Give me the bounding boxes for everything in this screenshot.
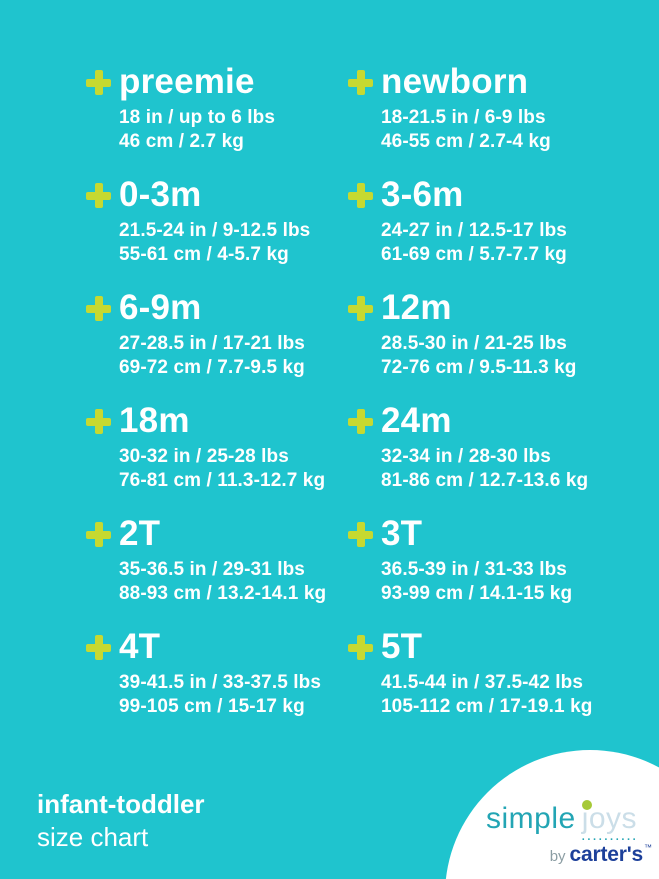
size-entry-5t: 5T 41.5-44 in / 37.5-42 lbs 105-112 cm /… xyxy=(348,629,610,717)
size-detail-imperial: 18-21.5 in / 6-9 lbs xyxy=(381,107,546,128)
size-entry-text: 3-6m 24-27 in / 12.5-17 lbs 61-69 cm / 5… xyxy=(381,177,567,266)
size-detail-imperial: 21.5-24 in / 9-12.5 lbs xyxy=(119,220,311,241)
plus-icon xyxy=(348,70,373,95)
logo-text-by: by xyxy=(549,848,566,865)
size-label: 3-6m xyxy=(381,175,464,214)
size-detail-imperial: 39-41.5 in / 33-37.5 lbs xyxy=(119,672,322,693)
size-entry-newborn: newborn 18-21.5 in / 6-9 lbs 46-55 cm / … xyxy=(348,64,610,152)
plus-icon xyxy=(86,635,111,660)
size-detail-metric: 88-93 cm / 13.2-14.1 kg xyxy=(119,582,327,604)
size-entry-3t: 3T 36.5-39 in / 31-33 lbs 93-99 cm / 14.… xyxy=(348,516,610,604)
logo-wordmark: simple joys ····· ····· xyxy=(486,800,654,846)
size-detail-imperial: 35-36.5 in / 29-31 lbs xyxy=(119,559,305,580)
dotted-underline-icon: ····· ····· xyxy=(582,835,637,846)
plus-icon xyxy=(348,409,373,434)
plus-icon xyxy=(86,409,111,434)
size-grid: preemie 18 in / up to 6 lbs 46 cm / 2.7 … xyxy=(86,64,626,717)
chart-footer: infant-toddler size chart xyxy=(37,790,205,851)
size-detail-imperial: 27-28.5 in / 17-21 lbs xyxy=(119,333,305,354)
plus-icon xyxy=(86,183,111,208)
size-detail-imperial: 32-34 in / 28-30 lbs xyxy=(381,446,551,467)
size-detail-imperial: 36.5-39 in / 31-33 lbs xyxy=(381,559,567,580)
size-entry-preemie: preemie 18 in / up to 6 lbs 46 cm / 2.7 … xyxy=(86,64,348,152)
plus-icon xyxy=(348,635,373,660)
size-entry-text: 18m 30-32 in / 25-28 lbs 76-81 cm / 11.3… xyxy=(119,403,325,492)
green-dot-icon xyxy=(581,800,592,810)
size-entry-24m: 24m 32-34 in / 28-30 lbs 81-86 cm / 12.7… xyxy=(348,403,610,491)
size-entry-text: 3T 36.5-39 in / 31-33 lbs 93-99 cm / 14.… xyxy=(381,516,572,605)
size-detail-metric: 72-76 cm / 9.5-11.3 kg xyxy=(381,356,577,378)
size-entry-text: 24m 32-34 in / 28-30 lbs 81-86 cm / 12.7… xyxy=(381,403,588,492)
dots-right: ····· xyxy=(610,834,639,846)
size-entry-0-3m: 0-3m 21.5-24 in / 9-12.5 lbs 55-61 cm / … xyxy=(86,177,348,265)
size-detail-metric: 55-61 cm / 4-5.7 kg xyxy=(119,243,289,265)
size-detail-metric: 76-81 cm / 11.3-12.7 kg xyxy=(119,469,326,491)
size-entry-text: 6-9m 27-28.5 in / 17-21 lbs 69-72 cm / 7… xyxy=(119,290,305,379)
size-label: 0-3m xyxy=(119,175,202,214)
brand-logo: simple joys ····· ····· by carter's ™ xyxy=(486,800,654,867)
size-entry-text: 12m 28.5-30 in / 21-25 lbs 72-76 cm / 9.… xyxy=(381,290,577,379)
dots-left: ····· xyxy=(581,834,611,846)
size-label: 24m xyxy=(381,401,452,440)
size-detail-metric: 105-112 cm / 17-19.1 kg xyxy=(381,695,593,717)
size-entry-2t: 2T 35-36.5 in / 29-31 lbs 88-93 cm / 13.… xyxy=(86,516,348,604)
plus-icon xyxy=(348,522,373,547)
size-detail-metric: 99-105 cm / 15-17 kg xyxy=(119,695,305,717)
size-label: preemie xyxy=(119,62,255,101)
logo-text-joys: joys ····· ····· xyxy=(581,800,638,846)
size-label: 2T xyxy=(119,514,161,553)
size-entry-text: newborn 18-21.5 in / 6-9 lbs 46-55 cm / … xyxy=(381,64,551,153)
size-entry-4t: 4T 39-41.5 in / 33-37.5 lbs 99-105 cm / … xyxy=(86,629,348,717)
plus-icon xyxy=(348,183,373,208)
logo-text-carters: carter's xyxy=(569,843,644,866)
plus-icon xyxy=(86,522,111,547)
logo-text-simple: simple xyxy=(486,802,576,835)
size-entry-18m: 18m 30-32 in / 25-28 lbs 76-81 cm / 11.3… xyxy=(86,403,348,491)
size-detail-metric: 46 cm / 2.7 kg xyxy=(119,130,244,152)
size-entry-text: 5T 41.5-44 in / 37.5-42 lbs 105-112 cm /… xyxy=(381,629,592,718)
size-entry-12m: 12m 28.5-30 in / 21-25 lbs 72-76 cm / 9.… xyxy=(348,290,610,378)
size-entry-text: preemie 18 in / up to 6 lbs 46 cm / 2.7 … xyxy=(119,64,275,153)
size-label: 4T xyxy=(119,627,161,666)
logo-joys-word: joys xyxy=(581,802,638,835)
size-label: newborn xyxy=(381,62,529,101)
size-label: 12m xyxy=(381,288,452,327)
size-detail-imperial: 24-27 in / 12.5-17 lbs xyxy=(381,220,567,241)
size-label: 18m xyxy=(119,401,190,440)
size-detail-metric: 46-55 cm / 2.7-4 kg xyxy=(381,130,551,152)
plus-icon xyxy=(86,296,111,321)
logo-byline: by carter's ™ xyxy=(486,843,654,867)
size-detail-imperial: 28.5-30 in / 21-25 lbs xyxy=(381,333,567,354)
plus-icon xyxy=(86,70,111,95)
chart-title: infant-toddler xyxy=(37,789,205,819)
size-detail-metric: 81-86 cm / 12.7-13.6 kg xyxy=(381,469,589,491)
plus-icon xyxy=(348,296,373,321)
size-detail-metric: 69-72 cm / 7.7-9.5 kg xyxy=(119,356,305,378)
size-detail-imperial: 41.5-44 in / 37.5-42 lbs xyxy=(381,672,584,693)
size-entry-6-9m: 6-9m 27-28.5 in / 17-21 lbs 69-72 cm / 7… xyxy=(86,290,348,378)
size-label: 3T xyxy=(381,514,423,553)
size-entry-text: 0-3m 21.5-24 in / 9-12.5 lbs 55-61 cm / … xyxy=(119,177,310,266)
size-entry-3-6m: 3-6m 24-27 in / 12.5-17 lbs 61-69 cm / 5… xyxy=(348,177,610,265)
size-detail-metric: 61-69 cm / 5.7-7.7 kg xyxy=(381,243,567,265)
size-label: 5T xyxy=(381,627,423,666)
size-entry-text: 2T 35-36.5 in / 29-31 lbs 88-93 cm / 13.… xyxy=(119,516,326,605)
size-entry-text: 4T 39-41.5 in / 33-37.5 lbs 99-105 cm / … xyxy=(119,629,321,718)
size-detail-imperial: 18 in / up to 6 lbs xyxy=(119,107,276,128)
trademark-symbol: ™ xyxy=(644,843,652,852)
size-detail-imperial: 30-32 in / 25-28 lbs xyxy=(119,446,289,467)
size-detail-metric: 93-99 cm / 14.1-15 kg xyxy=(381,582,573,604)
size-label: 6-9m xyxy=(119,288,202,327)
chart-subtitle: size chart xyxy=(37,821,149,852)
